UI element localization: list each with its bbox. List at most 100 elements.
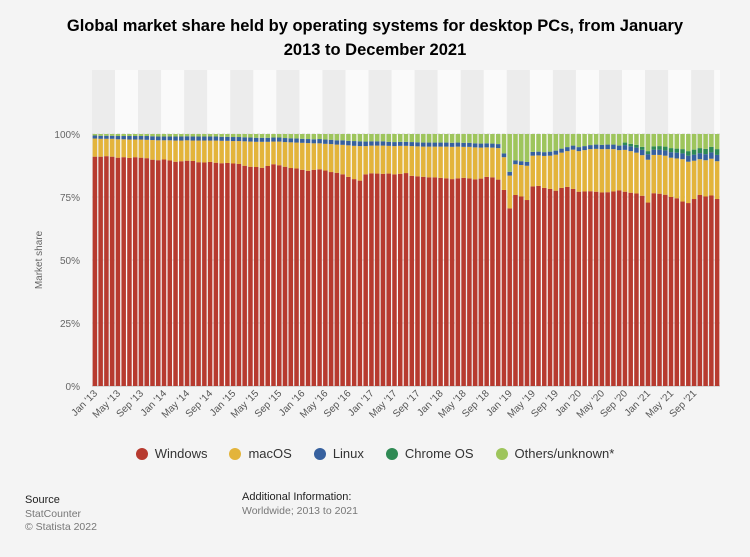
- bar-linux: [490, 143, 495, 148]
- bar-windows: [438, 177, 443, 386]
- bar-linux: [323, 139, 328, 144]
- bar-windows: [714, 199, 720, 386]
- bar-others: [461, 134, 466, 143]
- bar-others: [242, 134, 247, 138]
- legend-item-linux[interactable]: Linux: [313, 446, 364, 461]
- bar-others: [663, 134, 668, 147]
- legend-item-others[interactable]: Others/unknown*: [495, 446, 614, 461]
- bar-linux: [501, 153, 507, 158]
- bar-macos: [144, 139, 149, 159]
- bar-others: [490, 134, 495, 144]
- bar-windows: [461, 177, 466, 386]
- bar-linux: [196, 136, 201, 141]
- bar-windows: [553, 190, 559, 386]
- bar-windows: [668, 197, 674, 386]
- bar-others: [323, 134, 328, 140]
- bar-others: [421, 134, 426, 143]
- bar-macos: [565, 151, 570, 187]
- bar-macos: [248, 141, 253, 167]
- bar-others: [132, 134, 138, 137]
- bar-windows: [403, 173, 409, 386]
- bar-linux: [663, 150, 668, 156]
- bar-windows: [253, 167, 259, 386]
- bar-windows: [271, 164, 276, 386]
- bar-macos: [478, 147, 484, 179]
- background-band: [92, 70, 116, 386]
- bar-linux: [150, 136, 155, 141]
- bar-others: [282, 134, 288, 139]
- bar-windows: [588, 191, 593, 386]
- bar-linux: [444, 142, 449, 147]
- bar-macos: [599, 149, 605, 193]
- bar-macos: [628, 151, 633, 193]
- bar-macos: [196, 140, 201, 163]
- bar-macos: [121, 139, 126, 158]
- background-band: [299, 70, 323, 386]
- legend-item-chromeos[interactable]: Chrome OS: [385, 446, 474, 461]
- bar-windows: [467, 178, 472, 386]
- bar-linux: [634, 147, 639, 153]
- bar-others: [219, 134, 224, 137]
- bar-windows: [599, 192, 605, 386]
- y-tick-label: 50%: [60, 256, 80, 267]
- bar-others: [714, 134, 720, 150]
- bar-linux: [449, 142, 455, 147]
- bar-linux: [288, 138, 294, 143]
- bar-windows: [628, 192, 633, 386]
- bar-macos: [472, 147, 478, 180]
- bar-others: [346, 134, 351, 141]
- background-band: [483, 70, 507, 386]
- bar-linux: [369, 141, 374, 146]
- background-band: [207, 70, 231, 386]
- bar-linux: [547, 151, 553, 156]
- bar-others: [697, 134, 703, 149]
- bar-others: [150, 134, 155, 137]
- bar-linux: [421, 142, 426, 147]
- bar-macos: [380, 145, 386, 174]
- bar-macos: [622, 149, 628, 192]
- bar-others: [248, 134, 253, 138]
- bar-linux: [599, 144, 605, 150]
- bar-others: [518, 134, 524, 162]
- bar-others: [415, 134, 420, 143]
- bar-others: [524, 134, 530, 162]
- bar-windows: [426, 177, 432, 386]
- legend-item-windows[interactable]: Windows: [135, 446, 207, 461]
- bar-linux: [109, 135, 115, 139]
- legend-item-macos[interactable]: macOS: [229, 446, 292, 461]
- bar-macos: [179, 140, 184, 162]
- bar-linux: [219, 136, 224, 141]
- bar-others: [657, 134, 662, 147]
- bar-linux: [179, 136, 184, 141]
- bar-linux: [616, 145, 622, 151]
- legend-swatch-windows: [135, 447, 148, 460]
- bar-linux: [432, 142, 438, 147]
- bar-windows: [323, 170, 328, 386]
- bar-chromeos: [674, 148, 680, 153]
- bar-linux: [225, 136, 230, 141]
- bar-macos: [576, 151, 582, 192]
- bar-others: [403, 134, 409, 142]
- bar-chromeos: [622, 142, 628, 146]
- bar-linux: [173, 136, 178, 141]
- bar-macos: [588, 149, 593, 192]
- source-name[interactable]: StatCounter: [25, 507, 82, 520]
- bar-macos: [271, 141, 276, 165]
- bar-windows: [421, 176, 426, 386]
- bar-linux: [230, 137, 236, 142]
- bar-chromeos: [714, 149, 720, 155]
- chart-legend: Windows macOS Linux Chrome OS Others/unk…: [0, 446, 750, 461]
- bar-macos: [639, 155, 645, 196]
- bar-linux: [253, 137, 259, 142]
- bar-windows: [530, 186, 535, 386]
- bar-others: [495, 134, 501, 145]
- bar-others: [363, 134, 368, 142]
- additional-info-text: Worldwide; 2013 to 2021: [242, 504, 358, 517]
- bar-others: [691, 134, 697, 150]
- bar-chromeos: [709, 146, 714, 153]
- bar-linux: [98, 135, 103, 139]
- bar-others: [271, 134, 276, 138]
- bar-windows: [351, 179, 357, 386]
- bar-linux: [403, 141, 409, 146]
- bar-linux: [305, 139, 311, 144]
